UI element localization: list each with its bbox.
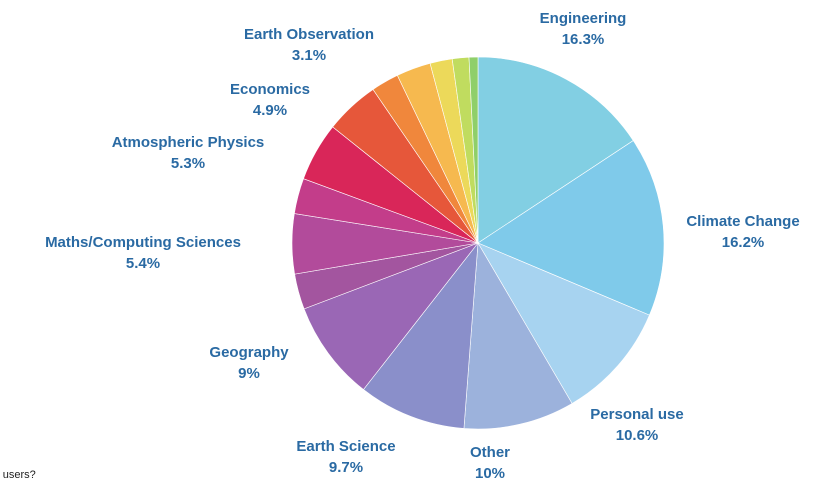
label-other-value: 10% <box>474 465 506 480</box>
pie-slices <box>291 56 665 430</box>
label-earth-science-name: Earth Science <box>296 438 396 455</box>
label-atmospheric-physics-name: Atmospheric Physics <box>111 134 265 151</box>
label-engineering: Engineering 16.3% <box>540 8 627 50</box>
label-economics-name: Economics <box>229 81 311 98</box>
label-economics-value: 4.9% <box>252 102 288 119</box>
label-atmospheric-physics-value: 5.3% <box>170 155 206 172</box>
question-text-fragment: r users? <box>0 469 36 480</box>
label-engineering-value: 16.3% <box>561 31 605 48</box>
pie-slice-engineering <box>477 56 634 244</box>
label-personal-use: Personal use 10.6% <box>590 404 683 446</box>
label-maths-computing-sciences: Maths/Computing Sciences 5.4% <box>45 232 241 274</box>
label-maths-computing-sciences-value: 5.4% <box>125 255 161 272</box>
label-personal-use-value: 10.6% <box>615 427 659 444</box>
label-earth-science-value: 9.7% <box>328 459 364 476</box>
label-geography: Geography 9% <box>209 342 288 384</box>
pie-slice-unlabeled-15 <box>468 56 479 244</box>
label-atmospheric-physics: Atmospheric Physics 5.3% <box>112 132 265 174</box>
label-engineering-name: Engineering <box>539 10 627 27</box>
pie-slice-climate-change <box>477 140 665 316</box>
label-climate-change-value: 16.2% <box>721 234 765 251</box>
label-other: Other 10% <box>470 442 510 480</box>
label-climate-change-name: Climate Change <box>686 213 800 230</box>
label-personal-use-name: Personal use <box>590 406 684 423</box>
label-earth-science: Earth Science 9.7% <box>296 436 395 478</box>
pie-slice-personal-use <box>477 242 650 404</box>
label-earth-observation-value: 3.1% <box>291 47 327 64</box>
pie-slice-earth-science <box>363 242 479 429</box>
pie-slice-other <box>463 242 573 430</box>
label-maths-computing-sciences-name: Maths/Computing Sciences <box>45 234 241 251</box>
label-earth-observation: Earth Observation 3.1% <box>244 24 374 66</box>
label-earth-observation-name: Earth Observation <box>243 26 375 43</box>
label-economics: Economics 4.9% <box>230 79 310 121</box>
label-geography-name: Geography <box>209 344 289 361</box>
pie-slice-geography <box>303 242 479 390</box>
label-climate-change: Climate Change 16.2% <box>686 211 799 253</box>
label-other-name: Other <box>469 444 511 461</box>
label-geography-value: 9% <box>238 365 260 382</box>
